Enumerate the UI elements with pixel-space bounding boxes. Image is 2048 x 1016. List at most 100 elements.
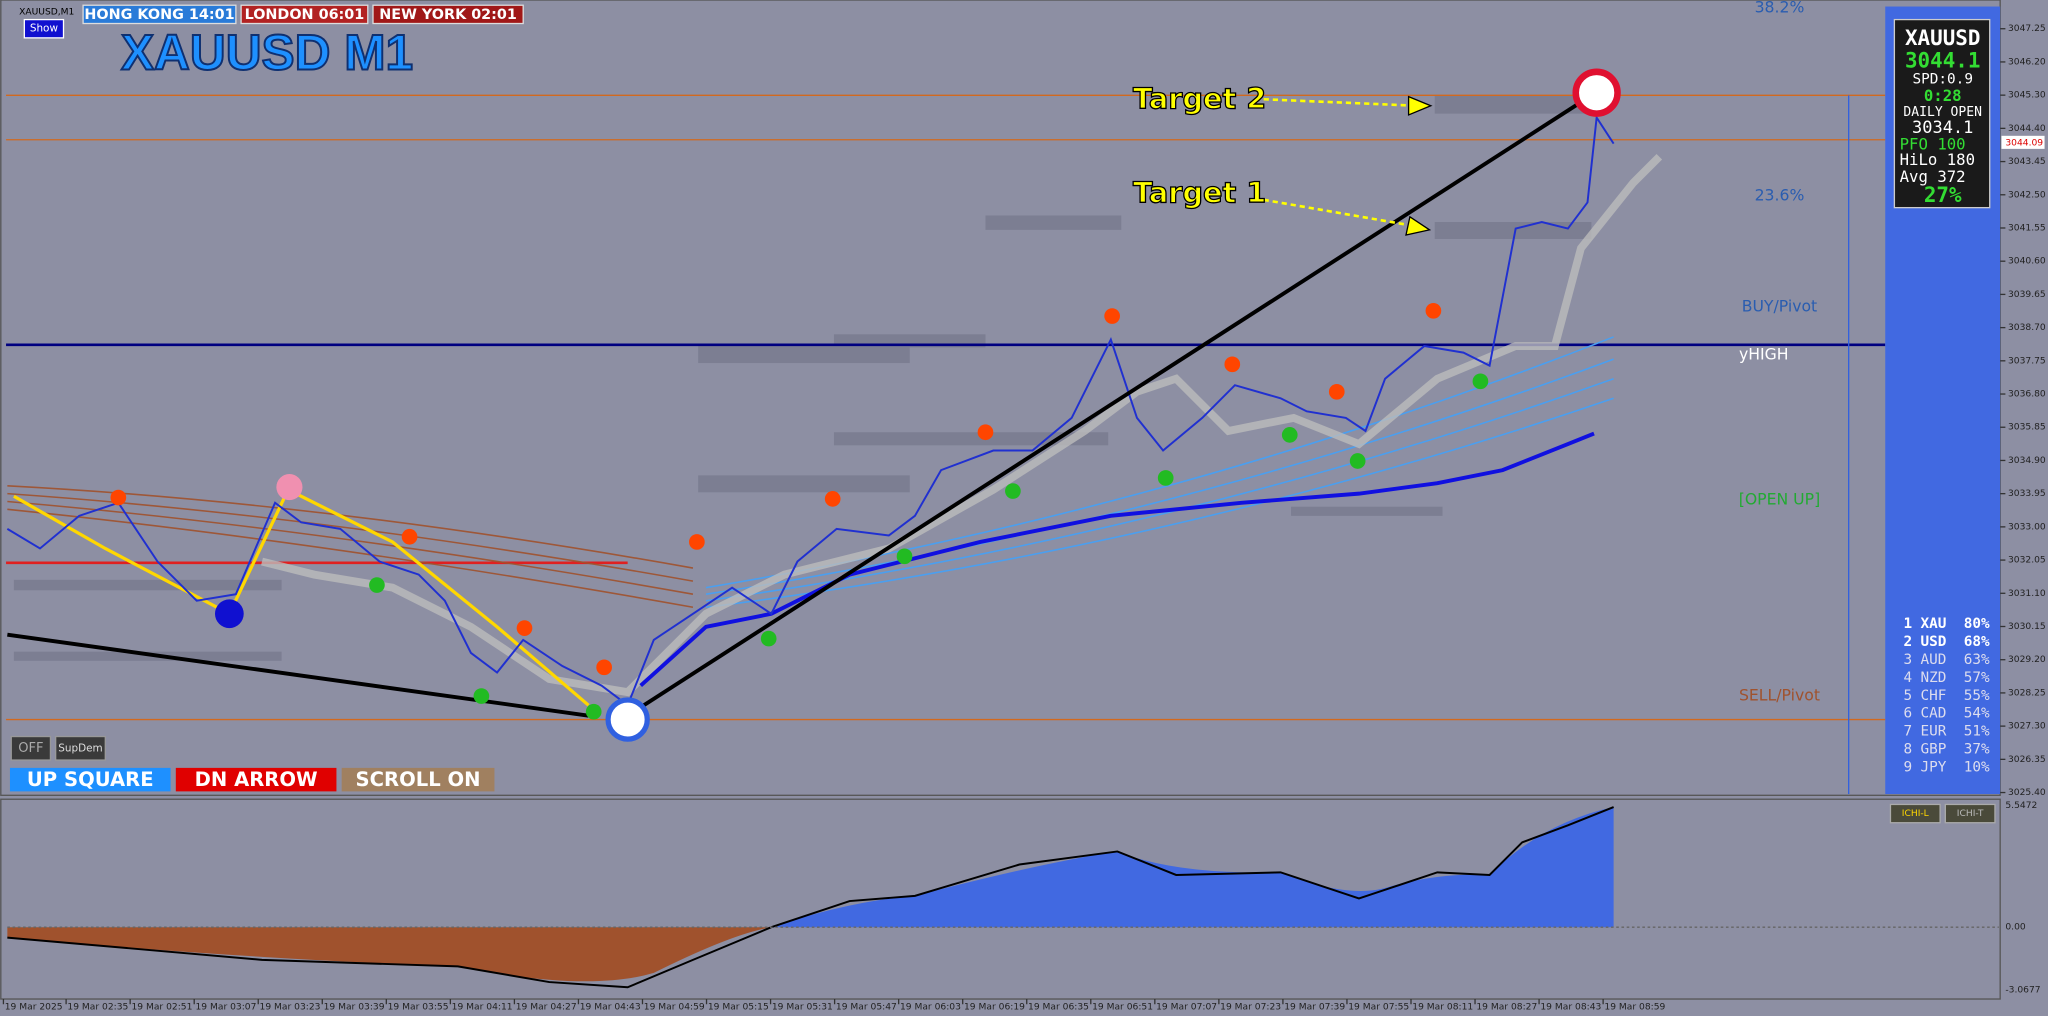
zone [13, 651, 282, 661]
supdem-button[interactable] [55, 735, 106, 761]
indicator-button-label: ICHI-L [1902, 809, 1930, 819]
zone [13, 579, 282, 591]
trough-marker [369, 577, 385, 593]
time-axis-label: 19 Mar 03:55 [388, 1002, 449, 1012]
toggle-button[interactable] [175, 767, 337, 792]
time-axis-label: 19 Mar 04:59 [644, 1002, 705, 1012]
strength-value: 54% [1964, 706, 1990, 722]
time-axis-label: 19 Mar 02:35 [67, 1002, 128, 1012]
strength-currency: USD [1921, 634, 1947, 650]
level-label: 23.6% [1755, 185, 1805, 204]
peak-marker [689, 534, 705, 550]
arrowhead [1407, 95, 1433, 116]
clock-box [240, 4, 369, 25]
pink-marker [276, 474, 303, 501]
strength-currency: JPY [1921, 759, 1947, 775]
price-axis-label: 3029.20 [2008, 655, 2046, 665]
zone [1434, 222, 1592, 239]
target-label: Target 1 [1133, 176, 1266, 210]
off-button[interactable] [10, 735, 52, 761]
indicator-axis-label: 5.5472 [2005, 801, 2037, 811]
price-axis-label: 3037.75 [2008, 356, 2046, 366]
time-axis-label: 19 Mar 03:39 [324, 1002, 385, 1012]
strength-value: 55% [1964, 688, 1990, 704]
time-axis-label: 19 Mar 04:43 [580, 1002, 641, 1012]
trough-marker [1472, 373, 1489, 390]
toggle-button-label: DN ARROW [195, 768, 318, 791]
zone [833, 432, 1109, 446]
strength-rank: 5 [1904, 688, 1913, 704]
ribbon-line [7, 492, 694, 582]
trough-marker [1005, 483, 1021, 499]
strength-currency: AUD [1921, 652, 1947, 668]
time-axis-label: 19 Mar 08:43 [1540, 1002, 1601, 1012]
price-axis-label: 3033.95 [2008, 489, 2046, 499]
peak-marker [596, 659, 612, 676]
show-button[interactable] [23, 18, 65, 39]
level-label: yHIGH [1739, 345, 1789, 364]
indicator-button-label: ICHI-T [1957, 809, 1984, 819]
toggle-button-label: UP SQUARE [27, 768, 154, 791]
ribbon-line [705, 397, 1614, 609]
price-axis-label: 3027.30 [2008, 722, 2046, 732]
price-axis-label: 3025.40 [2008, 788, 2046, 798]
price-axis-label: 3043.45 [2008, 157, 2046, 167]
peak-marker [824, 491, 841, 507]
strength-value: 37% [1964, 741, 1990, 757]
zone [1291, 506, 1443, 516]
supply-demand-zones [13, 95, 1592, 661]
trough-marker [1349, 453, 1366, 469]
strength-currency: EUR [1921, 724, 1947, 740]
level-label: BUY/Pivot [1742, 296, 1817, 315]
target-arrow [1263, 97, 1418, 108]
price-axis-label: 3045.30 [2008, 91, 2046, 101]
time-axis-label: 19 Mar 2025 [5, 1002, 63, 1012]
trough-marker [896, 548, 913, 565]
info-percent: 27% [1924, 183, 1962, 207]
time-axis-label: 19 Mar 06:35 [1028, 1002, 1089, 1012]
toggle-button-label: SCROLL ON [356, 768, 481, 791]
price-axis-label: 3036.80 [2008, 390, 2046, 400]
strength-rank: 6 [1904, 706, 1913, 722]
time-axis-label: 19 Mar 08:11 [1412, 1002, 1473, 1012]
strength-currency: NZD [1921, 670, 1947, 686]
trough-marker [1281, 427, 1298, 443]
info-pfo: PFO 100 [1900, 134, 1966, 153]
strength-rank: 2 [1904, 634, 1913, 650]
strength-currency: GBP [1921, 741, 1947, 757]
strength-value: 57% [1964, 670, 1990, 686]
peak-marker [1425, 302, 1442, 319]
toggle-button[interactable] [341, 767, 495, 792]
price-axis-label: 3046.20 [2008, 57, 2046, 67]
price-line [6, 114, 1615, 707]
current-price-box [2001, 135, 2045, 149]
peak-marker [110, 489, 127, 506]
time-axis-label: 19 Mar 06:19 [964, 1002, 1025, 1012]
strength-currency: CAD [1921, 706, 1947, 722]
off-button-label: OFF [18, 741, 43, 756]
price-axis-label: 3044.40 [2008, 124, 2046, 134]
price-axis-label: 3032.05 [2008, 556, 2046, 566]
window-title: XAUUSD,M1 [19, 7, 74, 17]
indicator-button[interactable] [1889, 803, 1941, 824]
price-axis-label: 3035.85 [2008, 423, 2046, 433]
strength-rank: 7 [1904, 724, 1913, 740]
strength-rank: 9 [1904, 759, 1913, 775]
symbol-title: XAUUSD M1 [121, 24, 413, 80]
time-axis-label: 19 Mar 07:55 [1348, 1002, 1409, 1012]
indicator-negative [7, 927, 772, 982]
strength-currency: XAU [1921, 616, 1947, 632]
indicator-button[interactable] [1944, 803, 1996, 824]
price-axis-label: 3041.55 [2008, 223, 2046, 233]
toggle-button[interactable] [9, 767, 171, 792]
level-label: SELL/Pivot [1739, 686, 1820, 705]
blue-marker [214, 599, 244, 629]
info-spread: SPD:0.9 [1912, 72, 1973, 88]
time-axis-label: 19 Mar 05:47 [836, 1002, 897, 1012]
peak-marker [1328, 383, 1345, 400]
strength-value: 80% [1964, 616, 1990, 632]
clock-box [372, 4, 524, 25]
time-axis-label: 19 Mar 07:23 [1220, 1002, 1281, 1012]
